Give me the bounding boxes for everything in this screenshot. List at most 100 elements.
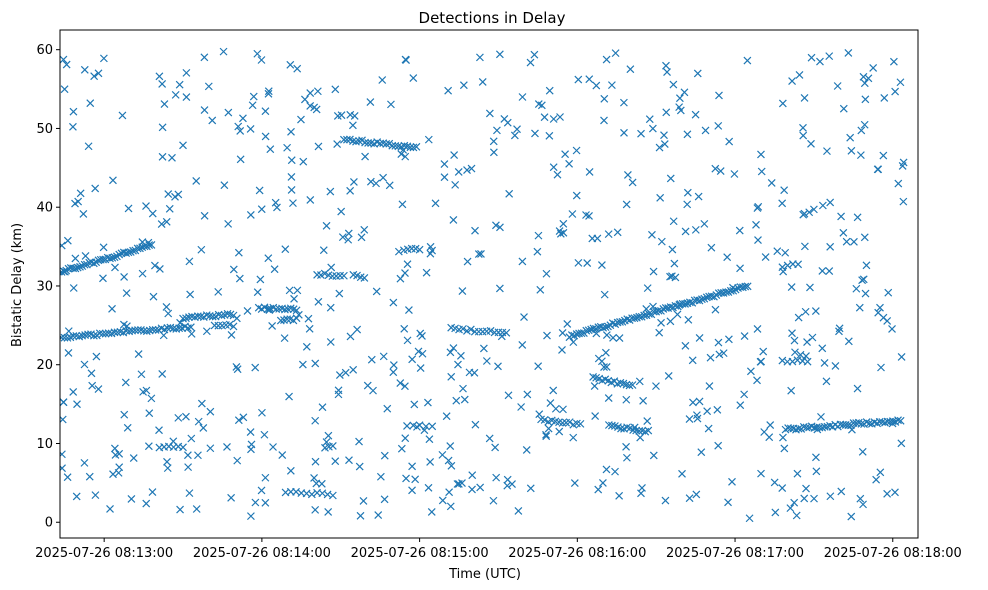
detection-point: [60, 333, 66, 342]
detection-point: [549, 163, 558, 172]
detection-point: [713, 405, 722, 414]
detection-point: [714, 338, 723, 347]
detection-point: [643, 284, 652, 293]
detection-point: [266, 145, 275, 154]
detection-point: [526, 58, 535, 67]
detection-point: [200, 106, 209, 114]
detection-point: [396, 274, 405, 283]
detection-point: [788, 329, 796, 338]
detection-point: [523, 390, 532, 399]
detection-point: [129, 454, 138, 462]
detection-point: [722, 288, 730, 297]
detection-point: [447, 461, 456, 470]
detection-point: [559, 219, 568, 228]
detection-point: [681, 341, 690, 350]
detection-point: [482, 357, 491, 365]
detection-point: [853, 384, 862, 393]
detection-point: [186, 323, 195, 332]
detection-point: [270, 265, 279, 274]
detection-point: [861, 289, 870, 298]
detection-point: [425, 435, 434, 444]
detection-point: [793, 469, 802, 478]
detection-point: [794, 424, 803, 433]
y-tick-label: 10: [36, 437, 53, 452]
detection-point: [185, 313, 193, 322]
detection-point: [163, 464, 172, 473]
detection-point: [71, 264, 80, 273]
detection-point: [799, 210, 808, 219]
detection-point: [530, 50, 539, 59]
detection-point: [897, 353, 906, 361]
detection-point: [162, 217, 171, 226]
x-tick-label: 2025-07-26 08:14:00: [193, 546, 331, 561]
detection-point: [556, 113, 564, 121]
detection-point: [319, 246, 328, 255]
detection-point: [73, 400, 81, 409]
detection-point: [171, 90, 180, 99]
detection-point: [466, 325, 475, 334]
detection-point: [194, 451, 202, 460]
detection-point: [278, 451, 287, 459]
detection-point: [158, 80, 167, 88]
detection-point: [399, 145, 408, 154]
detection-point: [474, 250, 483, 258]
detection-point: [61, 267, 69, 276]
detection-point: [535, 410, 544, 419]
detection-point: [611, 467, 619, 476]
detection-point: [852, 284, 861, 293]
detection-point: [294, 310, 303, 319]
detection-point: [442, 412, 451, 421]
detection-point: [427, 508, 436, 516]
detection-point: [281, 305, 289, 314]
detection-point: [822, 377, 831, 386]
detection-point: [644, 310, 653, 318]
detection-point: [592, 329, 601, 338]
detection-point: [753, 324, 762, 333]
detection-point: [702, 293, 711, 302]
detection-point: [111, 263, 119, 272]
detection-point: [790, 336, 799, 345]
detection-point: [711, 305, 720, 314]
detection-point: [452, 396, 461, 405]
detection-point: [72, 331, 81, 340]
detection-point: [454, 480, 463, 488]
detection-point: [73, 263, 82, 272]
detection-point: [700, 219, 709, 228]
detection-point: [585, 75, 594, 84]
detection-point: [604, 394, 613, 403]
detection-point: [199, 423, 208, 432]
detection-point: [95, 329, 104, 338]
detection-point: [492, 473, 501, 482]
detection-point: [517, 403, 526, 411]
detection-point: [186, 290, 195, 299]
detection-point: [545, 86, 554, 95]
detection-point: [261, 473, 270, 482]
detection-point: [459, 324, 467, 333]
detection-point: [86, 99, 95, 108]
detection-point: [440, 160, 449, 168]
detection-point: [453, 480, 462, 488]
detection-point: [63, 236, 72, 245]
detection-point: [450, 151, 459, 160]
detection-point: [352, 137, 360, 146]
detection-point: [94, 385, 103, 393]
detection-point: [387, 100, 395, 109]
detection-point: [757, 167, 766, 176]
detection-point: [753, 376, 761, 385]
detection-point: [69, 107, 78, 116]
detection-point: [489, 137, 498, 146]
detection-point: [489, 148, 498, 157]
detection-point: [292, 306, 301, 315]
detection-point: [157, 220, 166, 229]
detection-point: [118, 111, 127, 120]
detection-point: [182, 93, 191, 101]
detection-point: [431, 199, 440, 208]
detection-point: [874, 165, 883, 174]
detection-point: [643, 417, 652, 426]
detection-point: [613, 228, 622, 237]
detection-point: [255, 186, 264, 195]
detection-point: [361, 152, 370, 161]
detection-point: [233, 365, 242, 374]
detection-point: [485, 109, 494, 118]
chart-title: Detections in Delay: [419, 9, 566, 27]
